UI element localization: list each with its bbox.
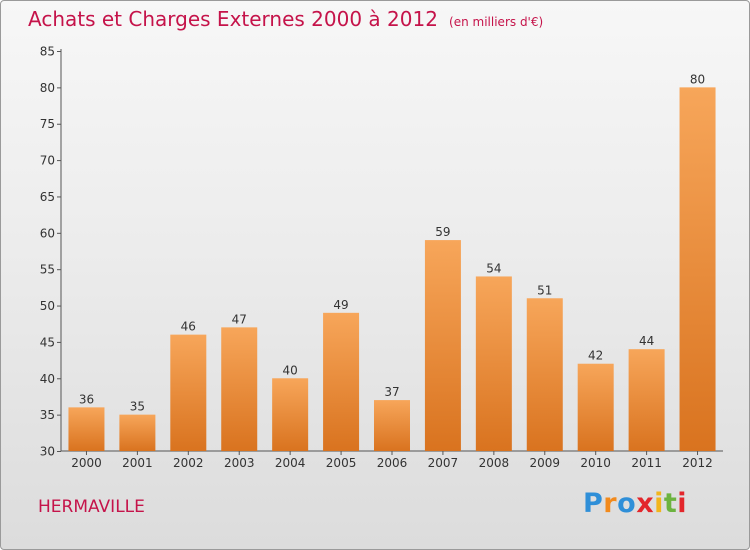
x-tick-label: 2009: [529, 456, 560, 470]
bar: [628, 349, 665, 451]
y-tick-label: 65: [40, 190, 55, 204]
proxiti-logo[interactable]: Proxiti: [583, 488, 687, 519]
y-tick-label: 75: [40, 117, 55, 131]
data-label: 42: [588, 349, 603, 363]
bar: [272, 378, 309, 451]
logo-letter: P: [583, 488, 604, 519]
y-tick-label: 55: [40, 263, 55, 277]
x-tick-label: 2001: [122, 456, 153, 470]
x-tick-label: 2011: [631, 456, 662, 470]
y-tick-label: 30: [40, 445, 55, 459]
x-tick-label: 2004: [275, 456, 306, 470]
data-label: 51: [537, 283, 552, 297]
logo-letter: r: [603, 488, 618, 519]
x-tick-label: 2007: [428, 456, 459, 470]
bar: [323, 312, 360, 451]
bar: [170, 334, 207, 451]
x-tick-label: 2010: [580, 456, 611, 470]
data-label: 35: [130, 400, 145, 414]
data-label: 44: [639, 334, 654, 348]
data-label: 47: [232, 312, 247, 326]
bar: [119, 414, 156, 451]
logo-letter: t: [663, 488, 678, 519]
data-label: 36: [79, 392, 94, 406]
logo-letter: i: [654, 488, 664, 519]
bar: [221, 327, 258, 451]
data-label: 40: [283, 363, 298, 377]
bar: [68, 407, 105, 451]
y-tick-label: 35: [40, 408, 55, 422]
data-label: 46: [181, 320, 196, 334]
x-tick-label: 2008: [479, 456, 510, 470]
bar: [577, 363, 614, 451]
logo-letter: i: [677, 488, 688, 519]
bar: [424, 240, 461, 451]
data-label: 80: [690, 72, 705, 86]
logo-letter: o: [617, 488, 637, 519]
chart-subtitle: (en milliers d'€): [449, 15, 544, 29]
bar: [679, 87, 716, 451]
logo-letter: x: [636, 488, 655, 519]
y-tick-label: 50: [40, 299, 55, 313]
y-tick-label: 70: [40, 154, 55, 168]
bar: [475, 276, 512, 451]
data-label: 59: [435, 225, 450, 239]
x-tick-label: 2003: [224, 456, 255, 470]
data-label: 37: [384, 385, 399, 399]
y-tick-label: 45: [40, 335, 55, 349]
bar: [526, 298, 563, 451]
x-tick-label: 2006: [377, 456, 408, 470]
chart-title: Achats et Charges Externes 2000 à 2012 (…: [28, 7, 543, 31]
data-label: 54: [486, 261, 501, 275]
commune-name: HERMAVILLE: [38, 497, 145, 517]
x-tick-label: 2012: [682, 456, 713, 470]
bar: [374, 400, 410, 451]
y-tick-label: 80: [40, 81, 55, 95]
x-tick-label: 2002: [173, 456, 204, 470]
chart-title-text: Achats et Charges Externes 2000 à 2012: [28, 7, 438, 31]
y-tick-label: 40: [40, 372, 55, 386]
y-tick-label: 85: [40, 45, 55, 59]
x-tick-label: 2000: [71, 456, 102, 470]
y-tick-label: 60: [40, 226, 55, 240]
data-label: 49: [333, 298, 348, 312]
x-tick-label: 2005: [326, 456, 357, 470]
